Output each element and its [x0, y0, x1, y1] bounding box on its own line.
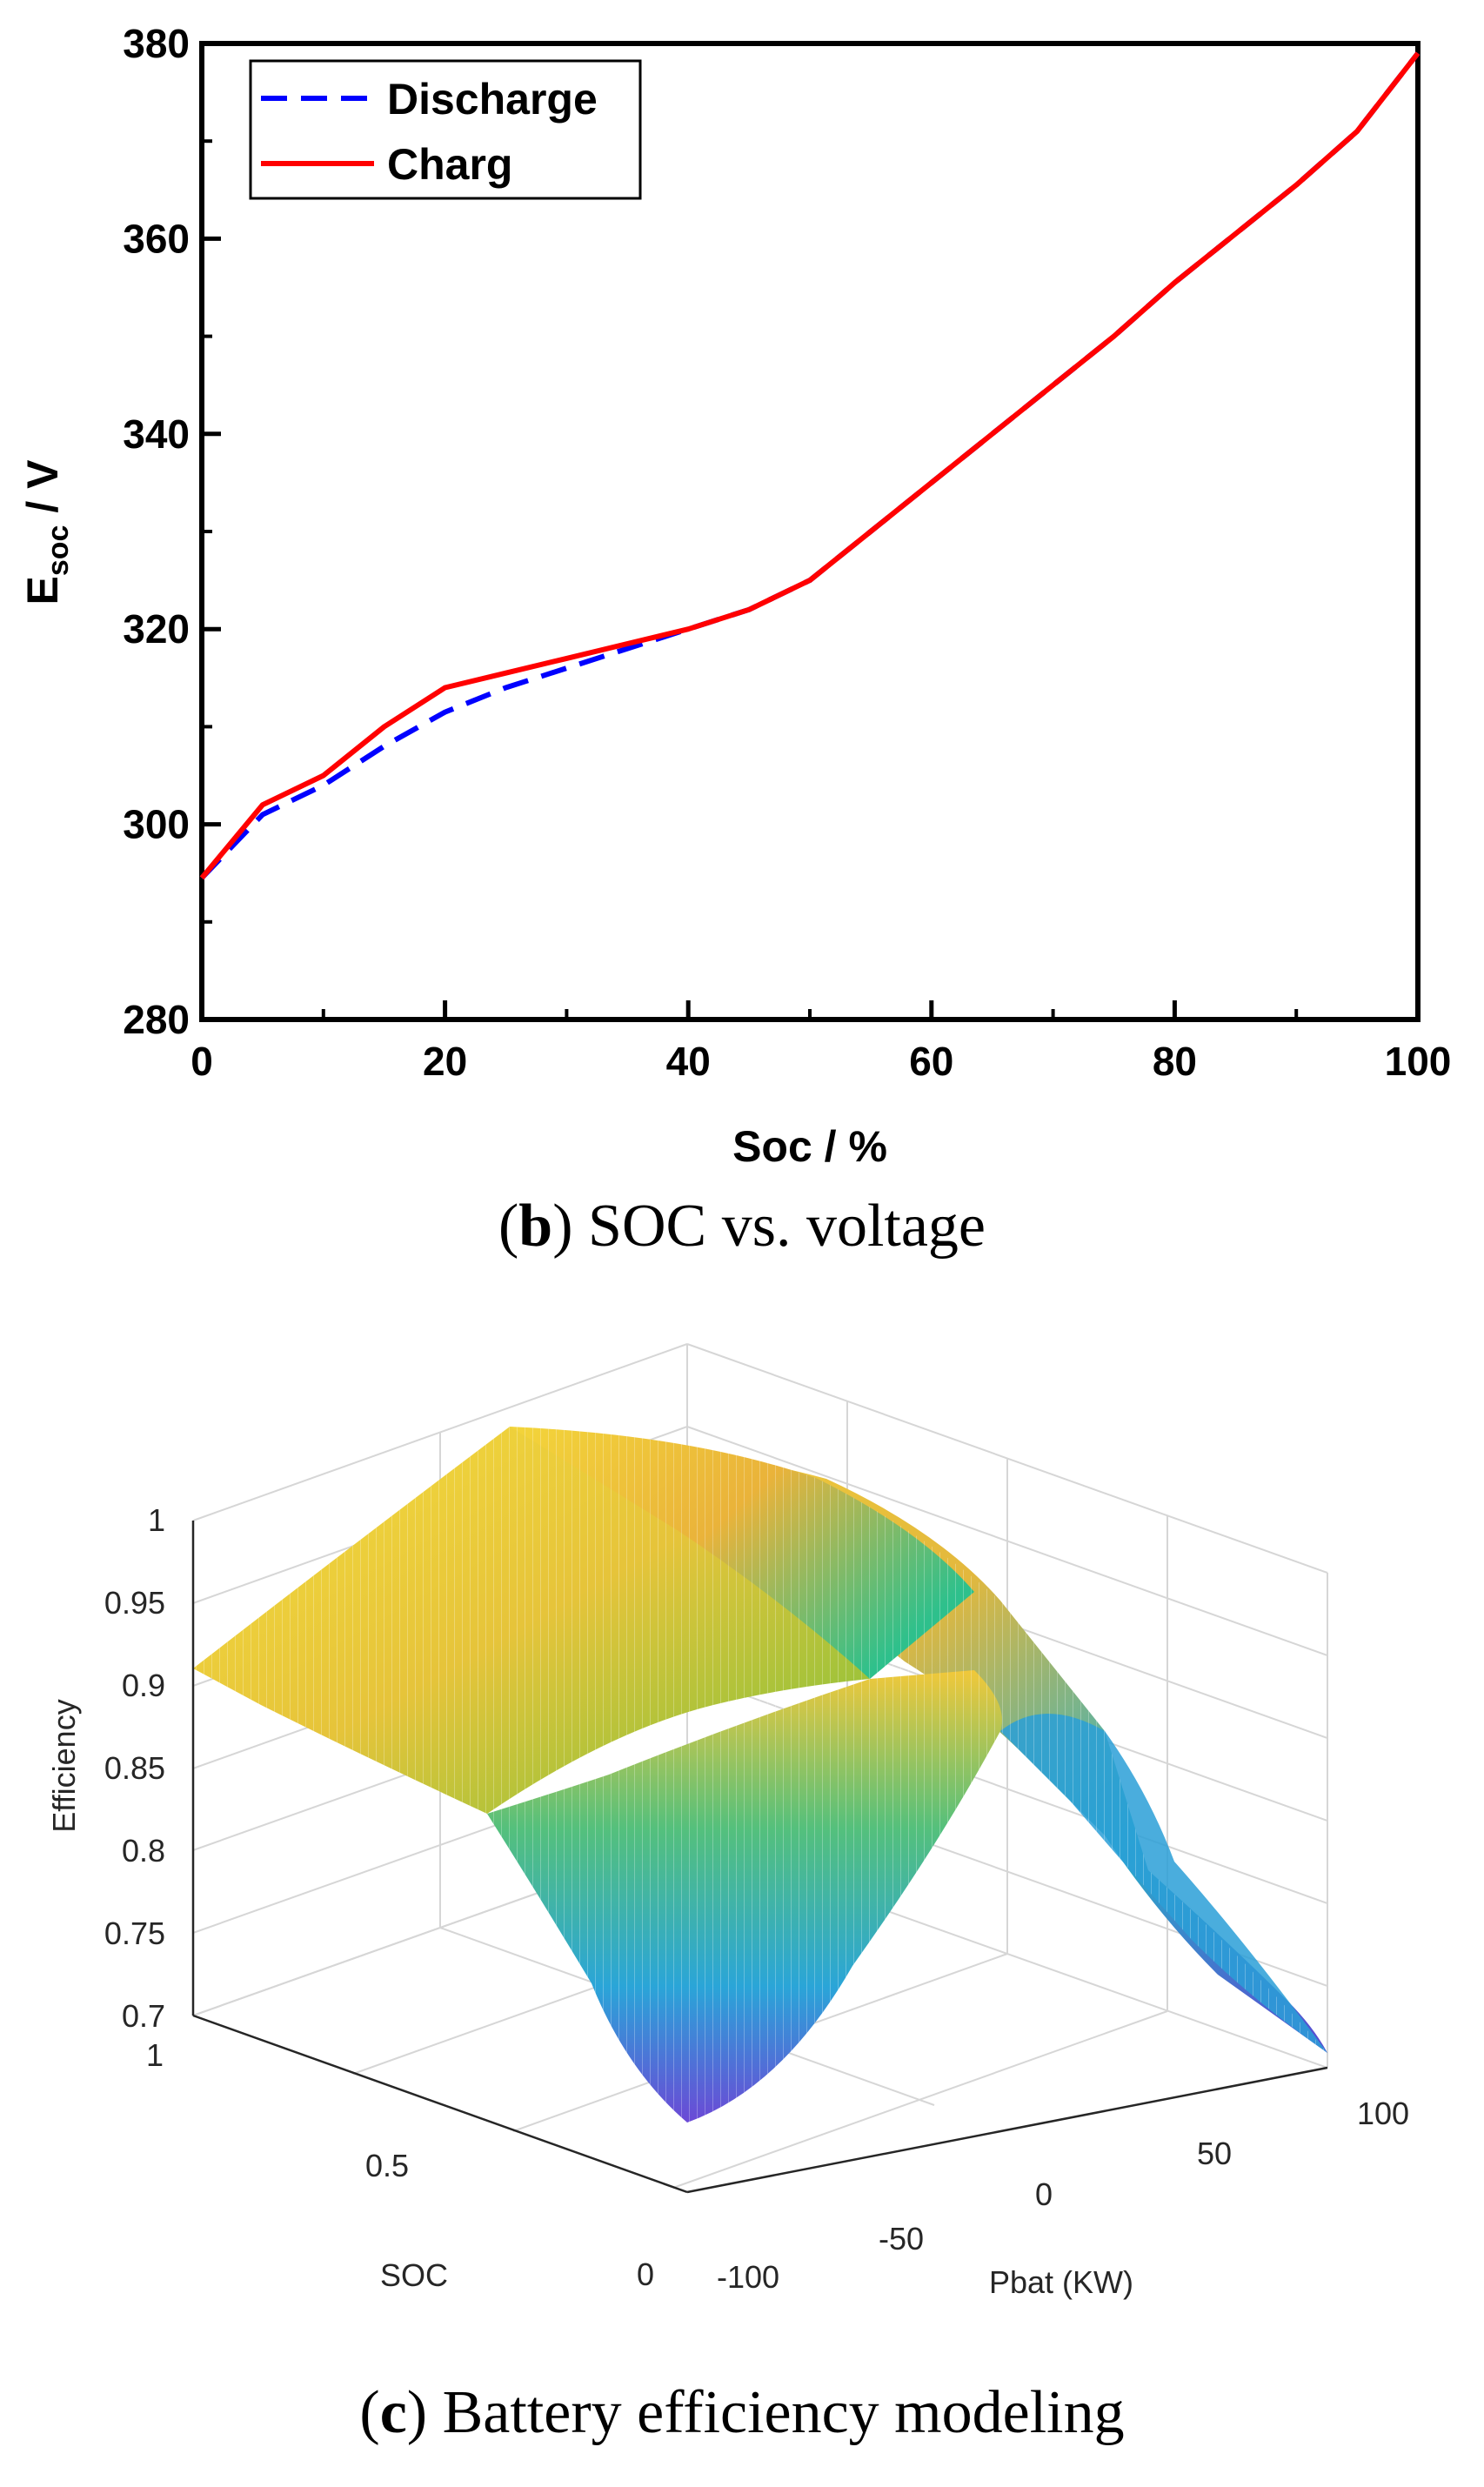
z-tick-label: 0.95: [104, 1585, 165, 1621]
legend-box: [249, 59, 642, 200]
x-tick-label: 100: [1357, 2096, 1409, 2131]
z-tick-label: 1: [148, 1502, 165, 1538]
x-tick-label: 0: [191, 1039, 213, 1084]
caption-b: (b) SOC vs. voltage: [498, 1193, 986, 1260]
y-axis-label-unit: / V: [18, 459, 67, 525]
surface-axes: [191, 1521, 1328, 2194]
legend-label-discharge: Discharge: [387, 75, 598, 124]
x-ticks: 0 20 40 60 80 100: [191, 1000, 1451, 1084]
z-tick-label: 0.85: [104, 1750, 165, 1786]
z-tick-label: 0.75: [104, 1915, 165, 1951]
legend-label-charg: Charg: [387, 140, 512, 189]
legend: Discharge Charg: [249, 59, 642, 200]
z-axis-label: Efficiency: [46, 1699, 82, 1832]
y-tick-label: 1: [146, 2037, 164, 2073]
y-axis-label-sub: soc: [42, 525, 75, 577]
x-tick-label: 50: [1197, 2136, 1232, 2171]
surface-chart: 1 0.95 0.9 0.85 0.8 0.75 0.7 Efficiency …: [46, 1343, 1409, 2446]
y-tick-label: 0.5: [365, 2148, 409, 2183]
y-tick-label: 0: [637, 2256, 654, 2292]
efficiency-surface: [193, 1427, 1327, 2123]
plot-frame: [199, 41, 1420, 1022]
y-tick-label: 300: [123, 802, 190, 847]
y-tick-label: 280: [123, 997, 190, 1042]
z-ticks: 1 0.95 0.9 0.85 0.8 0.75 0.7: [104, 1502, 165, 2034]
y-axis-label: Esoc / V: [18, 459, 75, 605]
x-tick-label: 100: [1385, 1039, 1452, 1084]
x-tick-label: 40: [666, 1039, 711, 1084]
x-tick-label: 20: [423, 1039, 467, 1084]
y-axis-label-main: E: [18, 576, 67, 605]
y-tick-label: 380: [123, 21, 190, 66]
x-tick-label: -100: [717, 2259, 779, 2295]
series-line-charg: [199, 51, 1420, 880]
x-axis-label: Pbat (KW): [989, 2264, 1133, 2300]
z-tick-label: 0.9: [122, 1668, 165, 1703]
z-tick-label: 0.7: [122, 1998, 165, 2034]
y-tick-label: 320: [123, 606, 190, 652]
y-axis-label: SOC: [380, 2257, 448, 2293]
x-axis-label: Soc / %: [732, 1122, 887, 1171]
caption-c: (c) Battery efficiency modeling: [359, 2379, 1124, 2446]
x-tick-label: 0: [1035, 2176, 1053, 2212]
x-tick-label: 80: [1153, 1039, 1197, 1084]
z-tick-label: 0.8: [122, 1833, 165, 1869]
y-tick-label: 340: [123, 411, 190, 457]
y-ticks: 280 300 320 340 360 380: [123, 21, 221, 1042]
series-group: [199, 51, 1420, 880]
x-tick-label: 60: [909, 1039, 953, 1084]
y-tick-label: 360: [123, 216, 190, 261]
x-tick-label: -50: [879, 2221, 924, 2256]
surface-mesh: [193, 1427, 1327, 2123]
